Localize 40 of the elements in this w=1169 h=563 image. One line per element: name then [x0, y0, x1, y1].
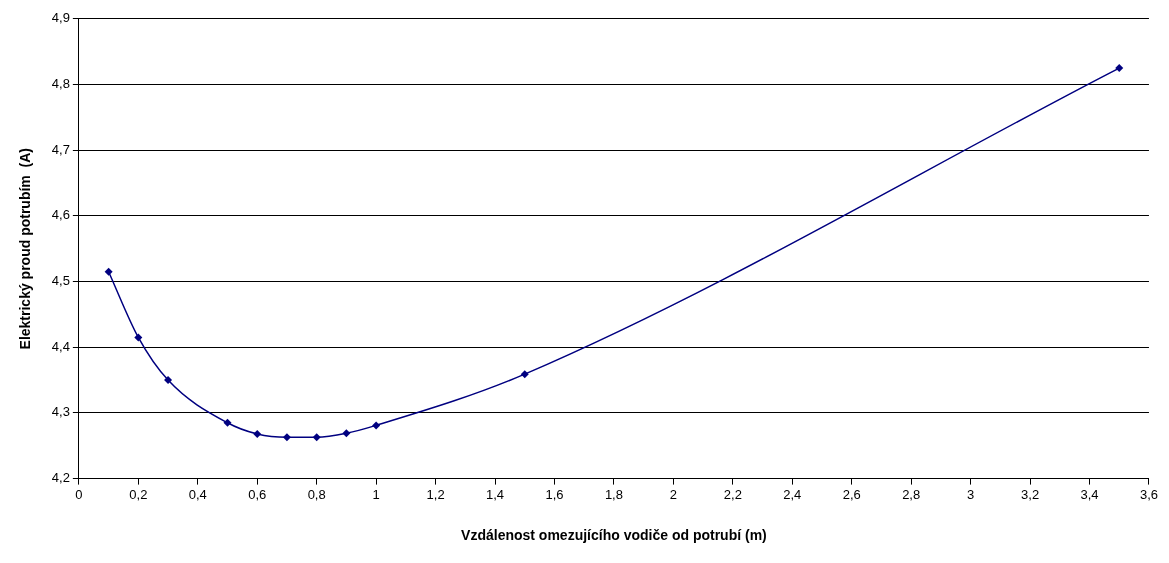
point — [223, 418, 232, 427]
point — [312, 433, 321, 442]
x-tick-label: 3,4 — [1080, 486, 1099, 502]
y-tick-label: 4,3 — [51, 404, 70, 420]
x-tick-label: 0,4 — [188, 486, 207, 502]
point — [164, 376, 173, 385]
x-tick-label: 2,4 — [783, 486, 802, 502]
x-tick-label: 1,6 — [545, 486, 564, 502]
y-axis-title: Elektrický proud potrubím (A) — [17, 147, 34, 350]
y-tick-label: 4,6 — [51, 207, 70, 223]
x-tick-label: 2,6 — [842, 486, 861, 502]
x-tick-label: 2,2 — [723, 486, 742, 502]
y-tick-label: 4,2 — [51, 470, 70, 486]
y-tick-label: 4,5 — [51, 273, 70, 289]
y-tick-label: 4,8 — [51, 76, 70, 92]
x-tick-label: 3,2 — [1021, 486, 1040, 502]
point — [104, 267, 113, 276]
point — [253, 429, 262, 438]
y-tick-label: 4,4 — [51, 338, 70, 354]
point — [342, 429, 351, 438]
x-tick-label: 1,4 — [485, 486, 505, 502]
x-tick-label: 0,2 — [129, 486, 148, 502]
point — [520, 370, 529, 379]
x-axis-title: Vzdálenost omezujícího vodiče od potrubí (m) — [461, 527, 767, 544]
x-tick-label: 1 — [372, 486, 380, 502]
y-tick-label: 4,9 — [51, 10, 70, 26]
x-tick-label: 3 — [967, 486, 975, 502]
point — [372, 421, 381, 430]
x-tick-label: 0 — [75, 486, 83, 502]
point — [1115, 64, 1124, 73]
x-tick-label: 0,6 — [248, 486, 267, 502]
point — [134, 333, 143, 342]
x-tick-label: 2 — [669, 486, 677, 502]
x-tick-label: 2,8 — [902, 486, 921, 502]
x-tick-label: 0,8 — [307, 486, 326, 502]
point — [282, 433, 291, 442]
x-tick-label: 1,2 — [426, 486, 445, 502]
y-tick-label: 4,7 — [51, 141, 70, 157]
x-tick-label: 3,6 — [1139, 486, 1158, 502]
x-tick-label: 1,8 — [604, 486, 623, 502]
